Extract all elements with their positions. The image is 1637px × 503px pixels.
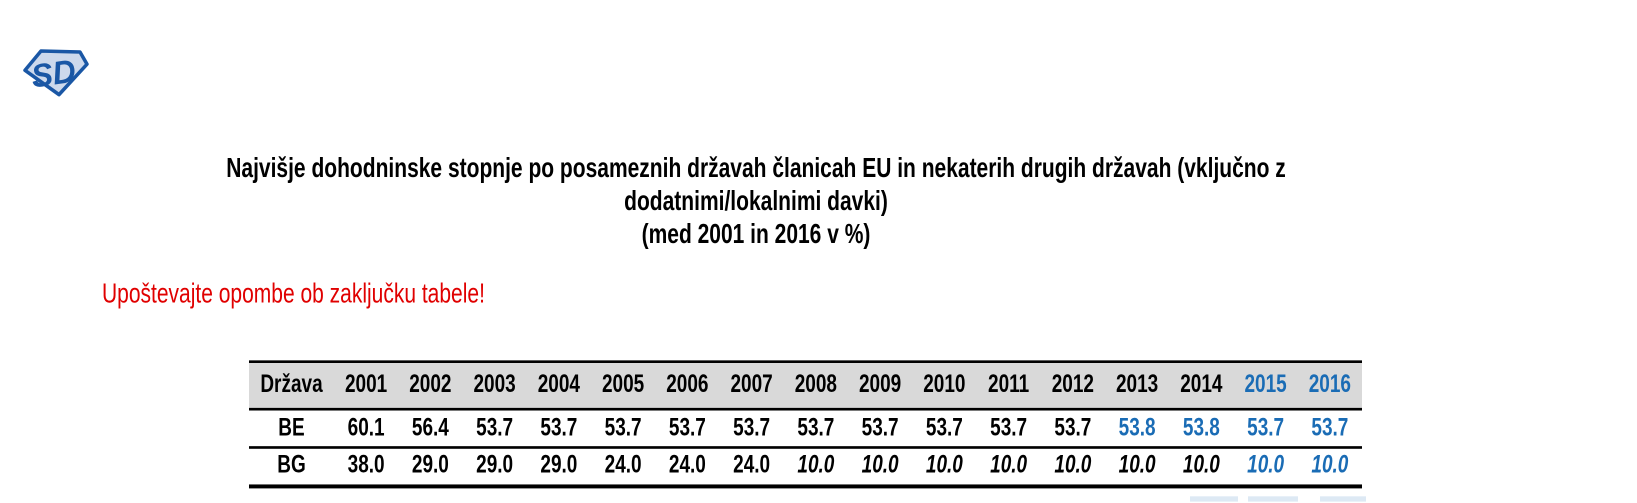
table-header-row: Država 2001 2002 2003 2004 2005 2006 2007 2008 2… [249, 361, 1362, 410]
value-cell: 53.7 [976, 409, 1041, 448]
tax-rates-table-wrap: Država 2001 2002 2003 2004 2005 2006 2007 2008 2… [249, 360, 1362, 488]
value-cell: 53.7 [719, 409, 784, 448]
value-cell: 53.7 [1233, 409, 1298, 448]
value-cell: 53.7 [591, 409, 656, 448]
value-cell: 53.8 [1105, 409, 1170, 448]
year-column-header: 2004 [526, 361, 591, 410]
value-cell: 60.1 [334, 409, 399, 448]
year-column-header: 2007 [719, 361, 784, 410]
country-cell: BG [249, 447, 334, 486]
logo-monogram: SD [29, 52, 78, 94]
year-column-header: 2002 [398, 361, 463, 410]
value-cell: 10.0 [1233, 447, 1298, 486]
title-line-3: (med 2001 in 2016 v %) [641, 219, 871, 250]
clipped-row-fragment [1320, 496, 1366, 502]
value-cell: 10.0 [783, 447, 848, 486]
country-column-header: Država [249, 361, 334, 410]
year-column-header: 2010 [912, 361, 977, 410]
page-title: Najvišje dohodninske stopnje po posamezn… [0, 152, 1512, 251]
value-cell: 10.0 [912, 447, 977, 486]
clipped-row-fragment [1190, 496, 1238, 502]
year-column-header: 2003 [462, 361, 527, 410]
value-cell: 53.7 [912, 409, 977, 448]
value-cell: 24.0 [591, 447, 656, 486]
value-cell: 10.0 [848, 447, 913, 486]
tax-rates-table: Država 2001 2002 2003 2004 2005 2006 2007 2008 2… [249, 360, 1362, 488]
value-cell: 10.0 [1040, 447, 1105, 486]
year-column-header: 2015 [1233, 361, 1298, 410]
year-column-header: 2001 [334, 361, 399, 410]
year-column-header: 2005 [591, 361, 656, 410]
title-line-1: Najvišje dohodninske stopnje po posamezn… [226, 153, 1286, 184]
value-cell: 53.7 [848, 409, 913, 448]
value-cell: 53.7 [655, 409, 720, 448]
value-cell: 29.0 [462, 447, 527, 486]
value-cell: 24.0 [719, 447, 784, 486]
value-cell: 56.4 [398, 409, 463, 448]
value-cell: 10.0 [1105, 447, 1170, 486]
value-cell: 29.0 [398, 447, 463, 486]
value-cell: 10.0 [1169, 447, 1234, 486]
value-cell: 53.7 [783, 409, 848, 448]
value-cell: 53.7 [1040, 409, 1105, 448]
year-column-header: 2016 [1297, 361, 1362, 410]
value-cell: 29.0 [526, 447, 591, 486]
year-column-header: 2012 [1040, 361, 1105, 410]
value-cell: 10.0 [976, 447, 1041, 486]
notice-text: Upoštevajte opombe ob zaključku tabele! [102, 278, 485, 309]
value-cell: 24.0 [655, 447, 720, 486]
clipped-row-fragment [1248, 496, 1298, 502]
value-cell: 53.7 [1297, 409, 1362, 448]
value-cell: 38.0 [334, 447, 399, 486]
table-row-bg: BG 38.0 29.0 29.0 29.0 24.0 24.0 24.0 10.0 10.0 10… [249, 447, 1362, 486]
value-cell: 53.7 [526, 409, 591, 448]
year-column-header: 2014 [1169, 361, 1234, 410]
country-cell: BE [249, 409, 334, 448]
year-column-header: 2011 [976, 361, 1041, 410]
value-cell: 53.7 [462, 409, 527, 448]
sd-diamond-logo: SD [23, 49, 89, 97]
table-row-be: BE 60.1 56.4 53.7 53.7 53.7 53.7 53.7 53.7 53.7 53… [249, 409, 1362, 448]
year-column-header: 2006 [655, 361, 720, 410]
year-column-header: 2008 [783, 361, 848, 410]
diamond-shape [23, 49, 89, 97]
value-cell: 53.8 [1169, 409, 1234, 448]
year-column-header: 2013 [1105, 361, 1170, 410]
value-cell: 10.0 [1297, 447, 1362, 486]
year-column-header: 2009 [848, 361, 913, 410]
title-line-2: dodatnimi/lokalnimi davki) [624, 186, 888, 217]
